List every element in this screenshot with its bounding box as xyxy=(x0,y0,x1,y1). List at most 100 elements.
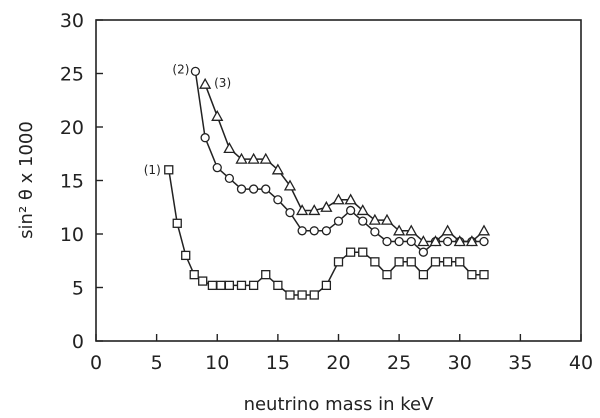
data-point xyxy=(190,66,201,77)
data-point xyxy=(198,276,208,286)
data-point xyxy=(417,235,430,247)
data-point xyxy=(224,280,235,291)
data-point xyxy=(394,257,404,267)
data-point xyxy=(477,224,491,236)
y-tick-label: 20 xyxy=(60,117,84,139)
series-3: (3) xyxy=(199,76,491,247)
y-tick-label: 5 xyxy=(72,278,84,300)
series-layer: (1) (2) (3) xyxy=(144,62,491,300)
data-point xyxy=(261,184,271,194)
x-tick-label: 20 xyxy=(326,352,350,374)
data-point xyxy=(345,205,356,216)
data-point xyxy=(273,280,283,291)
data-point xyxy=(406,236,416,247)
data-point xyxy=(467,270,477,280)
data-point xyxy=(285,207,295,218)
data-point xyxy=(479,270,489,280)
y-tick-label: 0 xyxy=(72,331,84,353)
data-point xyxy=(406,257,416,267)
series-2: (2) xyxy=(172,62,489,257)
data-point xyxy=(259,152,272,164)
data-point xyxy=(344,193,357,205)
data-point xyxy=(181,250,191,261)
data-point xyxy=(418,247,429,257)
data-point xyxy=(223,142,236,154)
y-axis-label: sin² θ x 1000 xyxy=(16,121,37,239)
data-point xyxy=(393,224,406,236)
data-point xyxy=(380,213,394,225)
data-point xyxy=(200,133,210,143)
data-point xyxy=(465,235,478,247)
y-tick-label: 25 xyxy=(60,64,84,86)
data-point xyxy=(248,184,259,194)
data-point xyxy=(370,227,380,237)
x-tick-label: 25 xyxy=(387,352,411,374)
plot-frame xyxy=(95,19,582,342)
data-point xyxy=(479,236,489,247)
data-point xyxy=(320,200,333,212)
data-point xyxy=(430,257,441,267)
data-point xyxy=(442,257,453,267)
series-label: (2) xyxy=(172,62,189,76)
data-point xyxy=(370,257,380,267)
x-tick-label: 30 xyxy=(448,352,472,374)
data-point xyxy=(164,165,174,175)
data-point xyxy=(442,236,453,247)
data-point xyxy=(296,204,309,216)
data-point xyxy=(382,270,392,280)
x-tick-label: 40 xyxy=(569,352,593,374)
data-point xyxy=(333,257,344,267)
data-point xyxy=(216,280,226,291)
series-1: (1) xyxy=(144,163,489,300)
data-point xyxy=(189,270,199,280)
data-point xyxy=(248,280,259,291)
series-label: (1) xyxy=(144,163,161,177)
data-point xyxy=(297,226,307,236)
series-label: (3) xyxy=(214,76,231,90)
data-point xyxy=(211,109,224,121)
x-tick-label: 15 xyxy=(266,352,290,374)
data-point xyxy=(345,247,356,257)
y-tick-label: 10 xyxy=(60,224,84,246)
x-tick-label: 10 xyxy=(205,352,229,374)
data-point xyxy=(207,280,218,291)
data-point xyxy=(199,77,212,89)
data-point xyxy=(271,163,284,175)
data-point xyxy=(261,270,271,280)
data-point xyxy=(297,290,307,300)
data-point xyxy=(358,247,368,257)
data-point xyxy=(394,236,404,247)
data-point xyxy=(235,152,248,164)
data-point xyxy=(356,204,369,216)
data-point xyxy=(382,236,392,247)
data-point xyxy=(441,224,454,236)
data-point xyxy=(321,226,332,236)
data-point xyxy=(309,290,319,300)
data-point xyxy=(368,213,381,225)
axis-ticks: 0 5 10 15 20 25 30 35 40 0 5 10 15 20 25 30 xyxy=(60,10,593,374)
y-tick-label: 15 xyxy=(60,171,84,193)
data-point xyxy=(321,280,332,291)
data-point xyxy=(273,195,283,205)
x-tick-label: 35 xyxy=(508,352,532,374)
data-point xyxy=(358,216,368,226)
data-point xyxy=(212,163,222,173)
data-point xyxy=(455,257,465,267)
y-tick-label: 30 xyxy=(60,10,84,32)
data-point xyxy=(453,235,466,247)
data-point xyxy=(236,184,247,194)
data-point xyxy=(332,193,345,205)
data-point xyxy=(172,218,182,228)
x-axis-label: neutrino mass in keV xyxy=(244,394,435,415)
data-point xyxy=(283,179,297,191)
x-tick-label: 0 xyxy=(90,352,102,374)
x-tick-label: 5 xyxy=(151,352,163,374)
data-point xyxy=(418,270,429,280)
data-point xyxy=(308,204,321,216)
data-point xyxy=(333,216,344,226)
data-point xyxy=(247,152,260,164)
data-point xyxy=(309,226,319,236)
data-point xyxy=(405,224,418,236)
data-point xyxy=(285,290,295,300)
